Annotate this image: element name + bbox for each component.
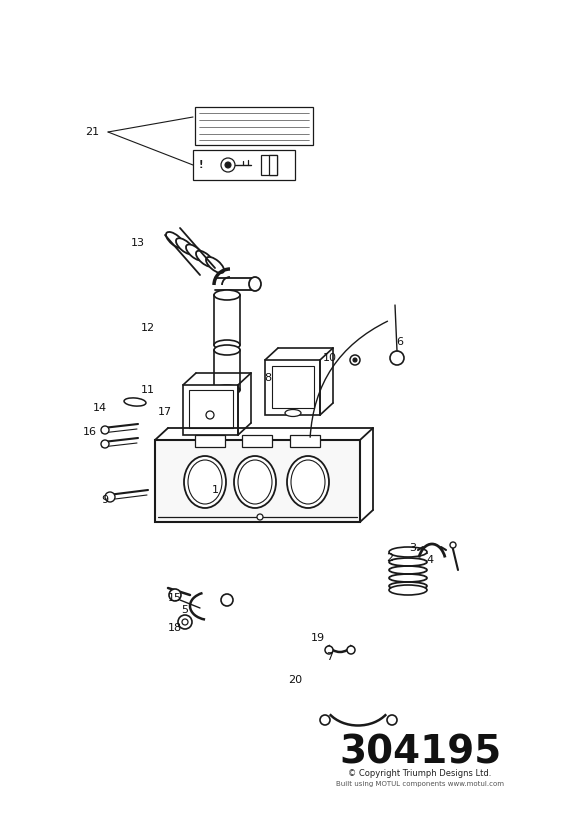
Ellipse shape: [184, 456, 226, 508]
Circle shape: [320, 715, 330, 725]
Text: 7: 7: [326, 652, 333, 662]
Text: 15: 15: [168, 593, 182, 603]
Ellipse shape: [389, 547, 427, 557]
Circle shape: [182, 619, 188, 625]
Ellipse shape: [188, 460, 222, 504]
Ellipse shape: [249, 277, 261, 291]
Circle shape: [105, 492, 115, 502]
Circle shape: [101, 426, 109, 434]
Text: © Copyright Triumph Designs Ltd.: © Copyright Triumph Designs Ltd.: [348, 770, 491, 779]
Ellipse shape: [124, 398, 146, 406]
Bar: [272, 366, 314, 408]
Text: 16: 16: [83, 427, 97, 437]
Ellipse shape: [166, 232, 184, 248]
Ellipse shape: [214, 385, 240, 395]
Text: 21: 21: [85, 127, 99, 137]
Circle shape: [101, 440, 109, 448]
Circle shape: [257, 514, 263, 520]
Ellipse shape: [176, 238, 194, 255]
Circle shape: [221, 158, 235, 172]
Text: !: !: [199, 160, 203, 170]
Text: 2: 2: [387, 553, 394, 563]
Bar: [242, 435, 272, 447]
Circle shape: [206, 411, 214, 419]
Text: 20: 20: [288, 675, 302, 685]
Circle shape: [387, 715, 397, 725]
Text: 13: 13: [131, 238, 145, 248]
Circle shape: [353, 358, 357, 362]
Circle shape: [325, 646, 333, 654]
Bar: [290, 435, 320, 447]
Text: 12: 12: [141, 323, 155, 333]
Ellipse shape: [287, 456, 329, 508]
Ellipse shape: [206, 257, 224, 273]
Ellipse shape: [389, 585, 427, 595]
Text: 18: 18: [168, 623, 182, 633]
Text: 6: 6: [396, 337, 403, 347]
Ellipse shape: [214, 345, 240, 355]
Text: 8: 8: [265, 373, 272, 383]
Ellipse shape: [285, 410, 301, 416]
Circle shape: [347, 646, 355, 654]
Bar: [193, 150, 295, 180]
Ellipse shape: [291, 460, 325, 504]
Ellipse shape: [214, 340, 240, 350]
Ellipse shape: [238, 460, 272, 504]
Text: 17: 17: [158, 407, 172, 417]
Bar: [269, 155, 277, 175]
Text: 1: 1: [212, 485, 219, 495]
Text: 14: 14: [93, 403, 107, 413]
Ellipse shape: [186, 245, 204, 260]
Circle shape: [350, 355, 360, 365]
Bar: [155, 440, 360, 522]
Text: 4: 4: [426, 555, 434, 565]
Circle shape: [225, 162, 231, 168]
Circle shape: [390, 351, 404, 365]
Text: 11: 11: [141, 385, 155, 395]
Bar: [261, 155, 277, 175]
Bar: [195, 107, 313, 145]
Text: 10: 10: [323, 353, 337, 363]
Ellipse shape: [214, 290, 240, 300]
Text: 5: 5: [181, 605, 188, 615]
Bar: [265, 360, 320, 415]
Bar: [195, 435, 225, 447]
Circle shape: [450, 542, 456, 548]
Circle shape: [169, 589, 181, 601]
Circle shape: [221, 594, 233, 606]
Text: 304195: 304195: [339, 733, 501, 771]
Ellipse shape: [234, 456, 276, 508]
Text: 9: 9: [101, 495, 108, 505]
Text: 3: 3: [409, 543, 416, 553]
Bar: [183, 385, 238, 435]
Text: Built using MOTUL components www.motul.com: Built using MOTUL components www.motul.c…: [336, 781, 504, 787]
Text: 19: 19: [311, 633, 325, 643]
Bar: [189, 390, 233, 428]
Circle shape: [178, 615, 192, 629]
Ellipse shape: [196, 250, 214, 267]
